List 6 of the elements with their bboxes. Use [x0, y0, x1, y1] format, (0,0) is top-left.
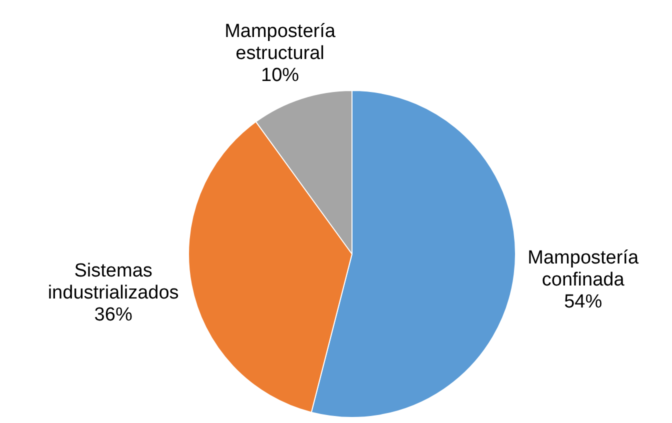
slice-label: Mampostería confinada: [528, 248, 639, 291]
data-label: 10%: [261, 65, 300, 86]
data-label: 54%: [564, 292, 602, 313]
slice-label: Mampostería estructural: [224, 21, 336, 64]
slice-label: Sistemas industrializados: [48, 260, 179, 304]
data-label: 36%: [94, 304, 132, 326]
